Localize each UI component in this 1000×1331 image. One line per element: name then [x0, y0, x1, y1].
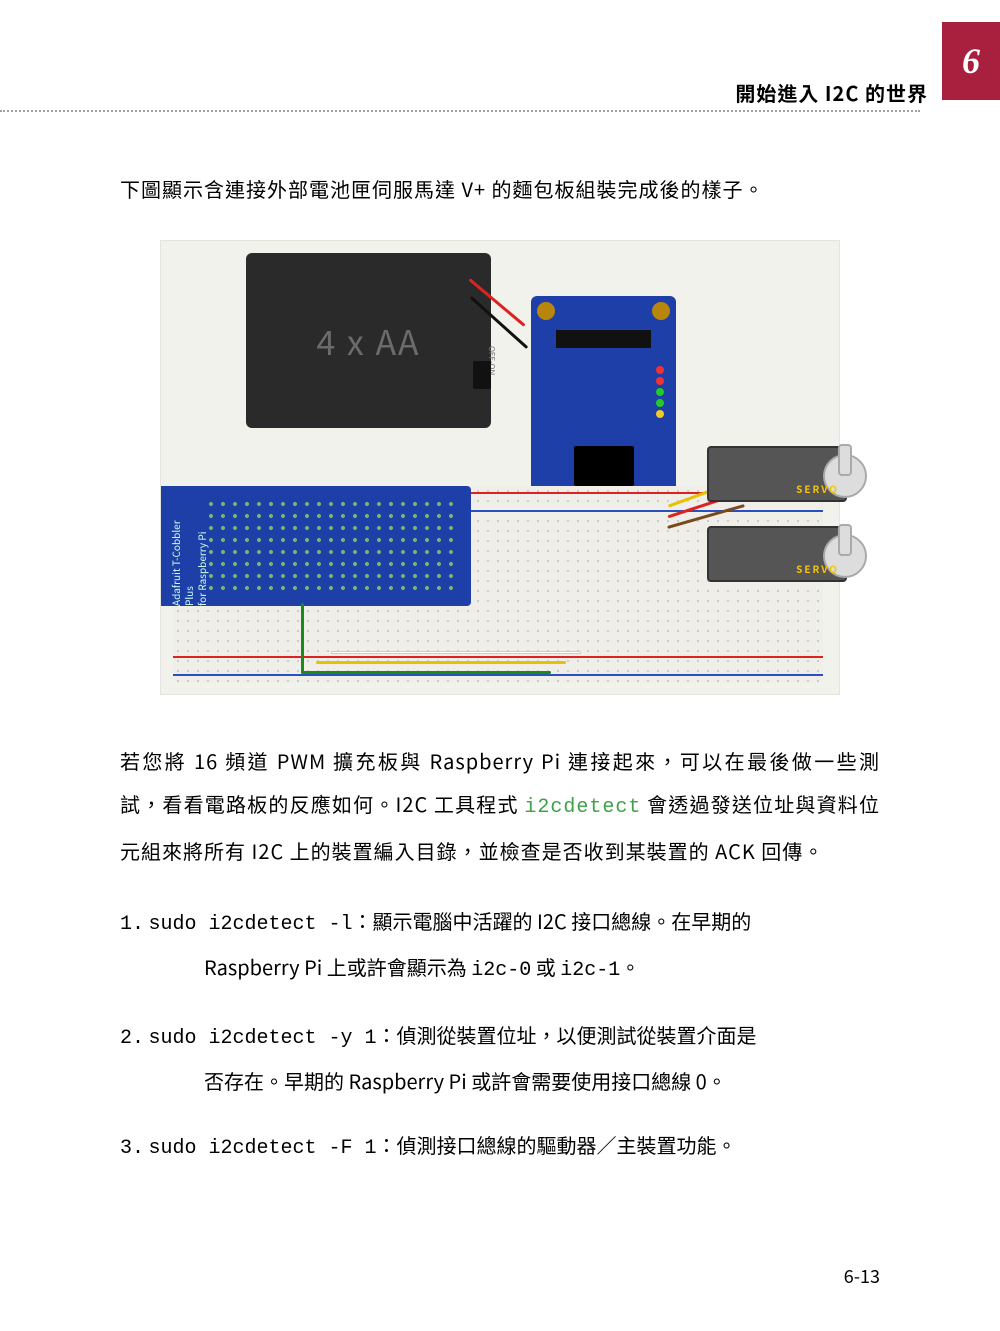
battery-pack: 4 x AA [246, 253, 491, 428]
step-item: 2. sudo i2cdetect -y 1：偵測從裝置位址，以便測試從裝置介面… [120, 1014, 880, 1102]
cobbler-label: Adafruit T-Cobbler Plus for Raspberry Pi [169, 504, 208, 606]
step-continuation: 否存在。早期的 Raspberry Pi 或許會需要使用接口總線 0。 [162, 1060, 880, 1102]
chapter-title: 開始進入 I2C 的世界 [735, 78, 928, 107]
rail [173, 656, 823, 658]
servo-1: SERVO [707, 446, 847, 502]
intro-paragraph: 下圖顯示含連接外部電池匣伺服馬達 V+ 的麵包板組裝完成後的樣子。 [120, 168, 880, 210]
breadboard-figure: 4 x AA OFF-ON Adafruit T-C [160, 240, 840, 695]
wire-yellow [316, 661, 566, 664]
step-desc: ：偵測從裝置位址，以便測試從裝置介面是 [377, 1020, 757, 1049]
step-desc: ：偵測接口總線的驅動器／主裝置功能。 [377, 1130, 737, 1159]
step-number: 2. [120, 1027, 144, 1050]
steps-list: 1. sudo i2cdetect -l：顯示電腦中活躍的 I2C 接口總線。在… [120, 900, 880, 1170]
pwm-leds [656, 366, 664, 418]
rail [173, 674, 823, 676]
pwm-chip [574, 446, 634, 486]
battery-label: 4 x AA [316, 316, 420, 365]
page-number: 6-13 [844, 1263, 880, 1289]
step-command: sudo i2cdetect -l [149, 913, 353, 936]
header-divider [0, 110, 920, 112]
step-command: sudo i2cdetect -y 1 [149, 1027, 377, 1050]
wire-white [331, 651, 581, 654]
step-number: 3. [120, 1137, 144, 1160]
page-content: 下圖顯示含連接外部電池匣伺服馬達 V+ 的麵包板組裝完成後的樣子。 4 x AA… [120, 168, 880, 1192]
pwm-header-pins [556, 330, 651, 348]
battery-switch [473, 361, 491, 389]
chapter-number: 6 [962, 40, 980, 82]
inline-code-i2cdetect: i2cdetect [524, 796, 641, 819]
body-paragraph: 若您將 16 頻道 PWM 擴充板與 Raspberry Pi 連接起來，可以在… [120, 739, 880, 872]
wire-green [301, 603, 304, 673]
step-command: sudo i2cdetect -F 1 [149, 1137, 377, 1160]
wire-green [301, 671, 551, 674]
step-desc: ：顯示電腦中活躍的 I2C 接口總線。在早期的 [353, 906, 752, 935]
chapter-tab: 6 [942, 22, 1000, 100]
t-cobbler: Adafruit T-Cobbler Plus for Raspberry Pi [161, 486, 471, 606]
step-item: 3. sudo i2cdetect -F 1：偵測接口總線的驅動器／主裝置功能。 [120, 1124, 880, 1170]
servo-2: SERVO [707, 526, 847, 582]
step-number: 1. [120, 913, 144, 936]
step-item: 1. sudo i2cdetect -l：顯示電腦中活躍的 I2C 接口總線。在… [120, 900, 880, 992]
step-continuation: Raspberry Pi 上或許會顯示為 i2c-0 或 i2c-1。 [162, 946, 880, 992]
